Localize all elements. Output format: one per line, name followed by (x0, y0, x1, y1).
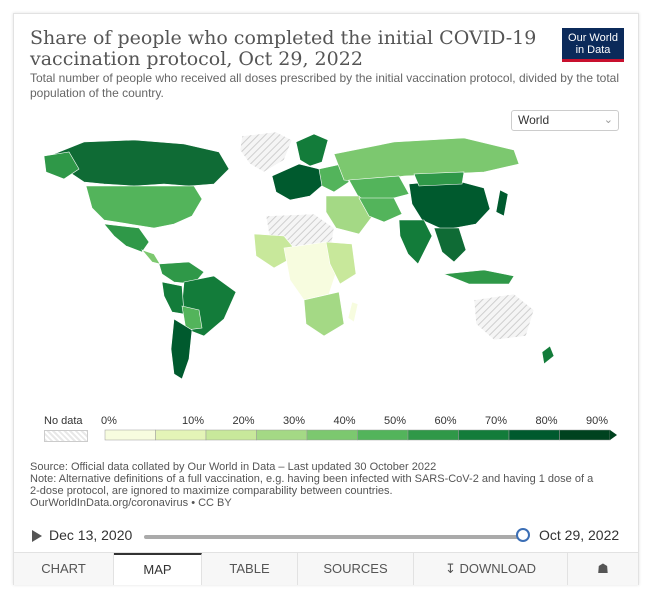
region-mexico[interactable] (103, 223, 150, 253)
logo-line2: in Data (575, 43, 611, 56)
legend-bin (306, 429, 358, 441)
region-greenland[interactable] (239, 131, 293, 173)
legend-tick-label: 80% (535, 415, 558, 427)
legend-tick-label: 0% (101, 415, 117, 427)
legend-tick-label: 70% (485, 415, 508, 427)
region-middle-east[interactable] (325, 195, 375, 235)
legend-tick-label: 90% (586, 415, 609, 427)
region-madagascar[interactable] (347, 301, 359, 323)
legend-tick-label: 50% (384, 415, 407, 427)
region-east-africa[interactable] (325, 241, 357, 285)
region-select-value: World (518, 113, 550, 127)
timeline: Dec 13, 2020 Oct 29, 2022 (30, 526, 626, 546)
note-text-line1: Note: Alternative definitions of a full … (30, 473, 594, 485)
region-kazakhstan[interactable] (348, 175, 410, 201)
chart-frame: Share of people who completed the initia… (13, 13, 639, 585)
region-southeast-asia[interactable] (433, 227, 467, 263)
legend-bin (458, 429, 510, 441)
legend-no-data-swatch (44, 430, 88, 442)
owid-logo[interactable]: Our World in Data (562, 28, 624, 62)
legend-bin (407, 429, 459, 441)
legend-color-scale (104, 429, 617, 441)
chart-subtitle: Total number of people who received all … (30, 71, 620, 100)
region-china[interactable] (408, 179, 491, 231)
legend-bin (256, 429, 308, 441)
region-usa[interactable] (85, 185, 203, 229)
play-icon[interactable] (32, 530, 42, 542)
region-southern-africa[interactable] (303, 291, 345, 337)
legend-arrow (610, 430, 617, 440)
region-alaska[interactable] (43, 151, 80, 180)
region-mongolia[interactable] (413, 171, 465, 187)
tab-chart[interactable]: CHART (14, 553, 114, 585)
tab-table[interactable]: TABLE (202, 553, 298, 585)
legend-tick-label: 60% (434, 415, 457, 427)
region-japan[interactable] (495, 189, 509, 217)
region-canada[interactable] (53, 139, 230, 187)
region-bolivia-paraguay[interactable] (181, 305, 203, 331)
region-argentina-chile[interactable] (170, 318, 193, 380)
region-central-america[interactable] (141, 249, 161, 265)
timeline-start-date: Dec 13, 2020 (49, 527, 133, 543)
region-western-europe[interactable] (271, 163, 325, 201)
region-iran-afghanistan[interactable] (358, 197, 403, 223)
source-text: Source: Official data collated by Our Wo… (30, 461, 437, 473)
share-button[interactable]: ☗ (568, 553, 638, 585)
tab-download-label: DOWNLOAD (459, 561, 537, 576)
download-icon: ↧ (444, 561, 456, 576)
legend-tick-label: 40% (333, 415, 356, 427)
world-map[interactable] (14, 124, 638, 384)
tab-map[interactable]: MAP (114, 553, 202, 585)
legend-bin (155, 429, 207, 441)
timeline-track[interactable] (144, 535, 523, 539)
note-text-line2: 2-dose protocol, are ignored to maximize… (30, 485, 393, 497)
region-select[interactable]: World ⌄ (511, 110, 619, 131)
chevron-down-icon: ⌄ (603, 114, 613, 126)
license-text[interactable]: OurWorldInData.org/coronavirus • CC BY (30, 497, 232, 509)
footer-notes: Source: Official data collated by Our Wo… (30, 461, 630, 509)
legend-tick-label: 10% (182, 415, 205, 427)
timeline-end-date: Oct 29, 2022 (539, 527, 620, 543)
share-icon: ☗ (597, 561, 609, 576)
chart-title: Share of people who completed the initia… (30, 27, 537, 70)
legend-bin (205, 429, 257, 441)
legend-bin (357, 429, 409, 441)
legend-tick-label: 20% (232, 415, 255, 427)
timeline-handle[interactable] (516, 528, 530, 542)
legend-bin (508, 429, 560, 441)
region-new-zealand[interactable] (541, 345, 555, 365)
region-indonesia[interactable] (443, 269, 515, 285)
logo-line1: Our World (568, 31, 618, 44)
legend-no-data-label: No data (44, 415, 83, 427)
tab-bar: CHART MAP TABLE SOURCES ↧ DOWNLOAD ☗ (14, 552, 638, 585)
region-peru[interactable] (161, 281, 185, 315)
region-scandinavia[interactable] (295, 133, 329, 167)
tab-sources[interactable]: SOURCES (298, 553, 414, 585)
tab-download[interactable]: ↧ DOWNLOAD (414, 553, 568, 585)
region-india[interactable] (398, 219, 433, 265)
legend-bin (104, 429, 156, 441)
region-australia[interactable] (473, 293, 535, 341)
legend-bin (559, 429, 611, 441)
legend-tick-label: 30% (283, 415, 306, 427)
